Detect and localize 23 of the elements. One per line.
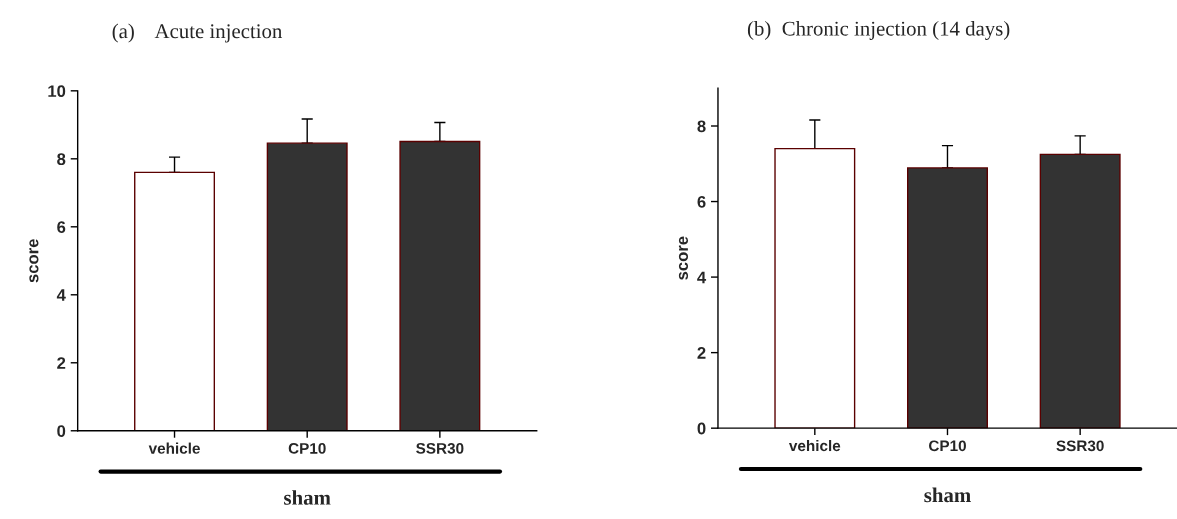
y-tick-label: 0 (697, 422, 706, 435)
x-tick-label: CP10 (288, 442, 326, 454)
x-tick-label: vehicle (788, 439, 841, 452)
y-axis-title: score (29, 239, 39, 283)
chart-title: (a) Acute injection (112, 23, 283, 43)
chart-title: (b) Chronic injection (14 days) (747, 21, 1010, 40)
x-tick-label: vehicle (148, 442, 200, 454)
y-tick-label: 4 (56, 289, 66, 301)
y-tick-label: 8 (697, 120, 706, 133)
y-tick-label: 4 (697, 271, 707, 284)
y-tick-label: 6 (57, 221, 66, 234)
y-tick-label: 6 (697, 195, 706, 208)
y-tick-label: 2 (57, 357, 66, 369)
y-tick-label: 2 (697, 347, 706, 359)
x-axis-title: sham (284, 490, 331, 505)
x-tick-label: SSR30 (1056, 440, 1104, 452)
y-tick-label: 10 (48, 85, 66, 98)
x-tick-label: CP10 (929, 440, 966, 452)
x-axis-title: sham (924, 487, 971, 503)
y-axis-title: score (678, 236, 689, 280)
y-tick-label: 8 (57, 153, 66, 166)
x-tick-label: SSR30 (416, 442, 464, 454)
y-tick-label: 0 (57, 425, 66, 437)
